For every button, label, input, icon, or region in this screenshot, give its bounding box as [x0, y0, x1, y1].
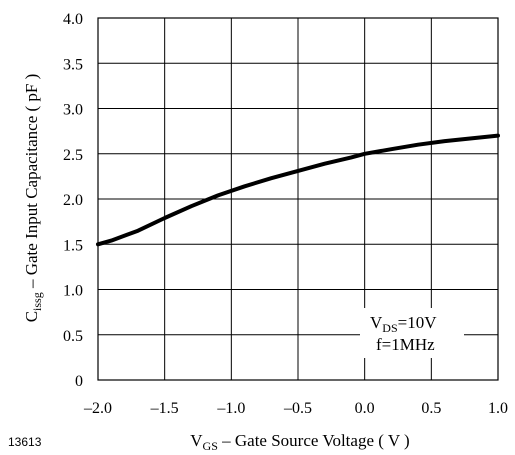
- y-tick-label: 0: [75, 373, 83, 390]
- y-tick-label: 2.0: [63, 192, 83, 209]
- capacitance-curve: [96, 133, 500, 247]
- figure-id: 13613: [8, 435, 42, 449]
- y-tick-label: 0.5: [63, 328, 83, 345]
- x-tick-label: –2.0: [83, 400, 112, 417]
- annotation-freq: f=1MHz: [376, 335, 435, 354]
- x-tick-label: 0.5: [421, 400, 441, 417]
- x-tick-labels: –2.0 –1.5 –1.0 –0.5 0.0 0.5 1.0: [83, 400, 508, 417]
- y-tick-label: 1.5: [63, 237, 83, 254]
- y-tick-label: 3.5: [63, 56, 83, 73]
- x-tick-label: –1.5: [150, 400, 179, 417]
- x-tick-label: 1.0: [488, 400, 508, 417]
- y-axis-label: Cissg – Gate Input Capacitance ( pF ): [22, 74, 44, 323]
- y-tick-label: 3.0: [63, 102, 83, 119]
- annotation-box: VDS=10V f=1MHz: [360, 308, 464, 358]
- y-tick-labels: 0 0.5 1.0 1.5 2.0 2.5 3.0 3.5 4.0: [63, 11, 83, 390]
- x-tick-label: –1.0: [216, 400, 245, 417]
- x-tick-label: –0.5: [283, 400, 312, 417]
- x-axis-label: VGS – Gate Source Voltage ( V ): [190, 431, 409, 453]
- grid: [97, 17, 499, 381]
- y-tick-label: 2.5: [63, 147, 83, 164]
- y-tick-label: 1.0: [63, 283, 83, 300]
- y-tick-label: 4.0: [63, 11, 83, 28]
- plot-frame: [97, 17, 499, 381]
- annotation-vds: VDS=10V: [370, 313, 437, 335]
- x-tick-label: 0.0: [355, 400, 375, 417]
